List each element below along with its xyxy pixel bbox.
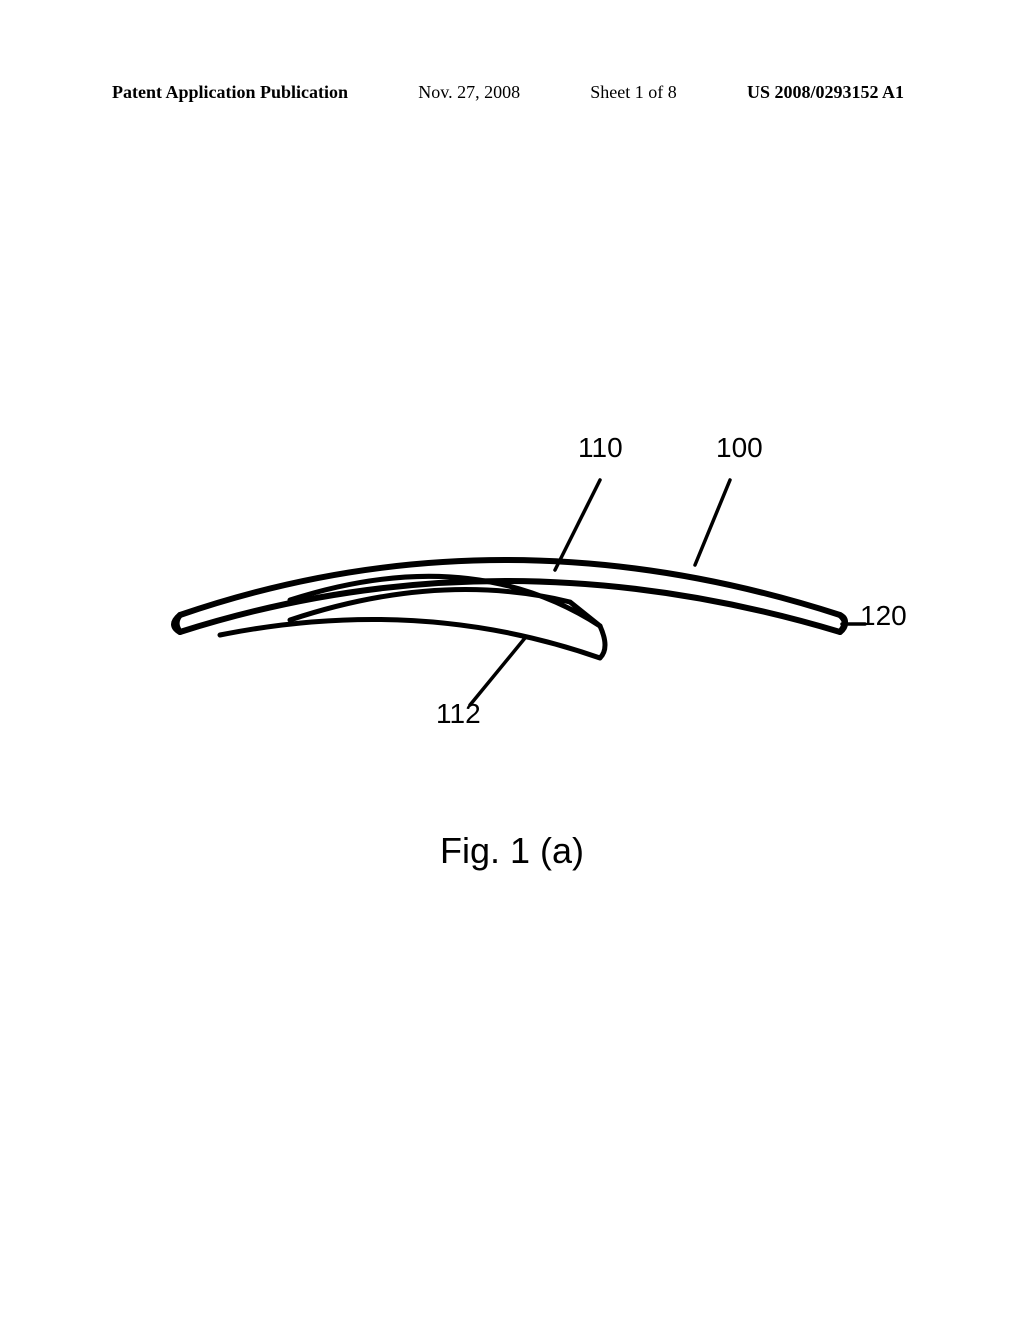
figure-drawing: 110 100 112 120 bbox=[140, 420, 880, 800]
publication-type: Patent Application Publication bbox=[112, 82, 348, 103]
ref-label-100: 100 bbox=[716, 432, 763, 464]
ref-label-112: 112 bbox=[436, 698, 481, 730]
publication-date: Nov. 27, 2008 bbox=[418, 82, 520, 103]
patent-figure-svg bbox=[140, 420, 880, 800]
figure-caption: Fig. 1 (a) bbox=[0, 830, 1024, 872]
document-number: US 2008/0293152 A1 bbox=[747, 82, 904, 103]
sheet-count: Sheet 1 of 8 bbox=[590, 82, 676, 103]
ref-label-110: 110 bbox=[578, 432, 623, 464]
ref-label-120: 120 bbox=[860, 600, 907, 632]
